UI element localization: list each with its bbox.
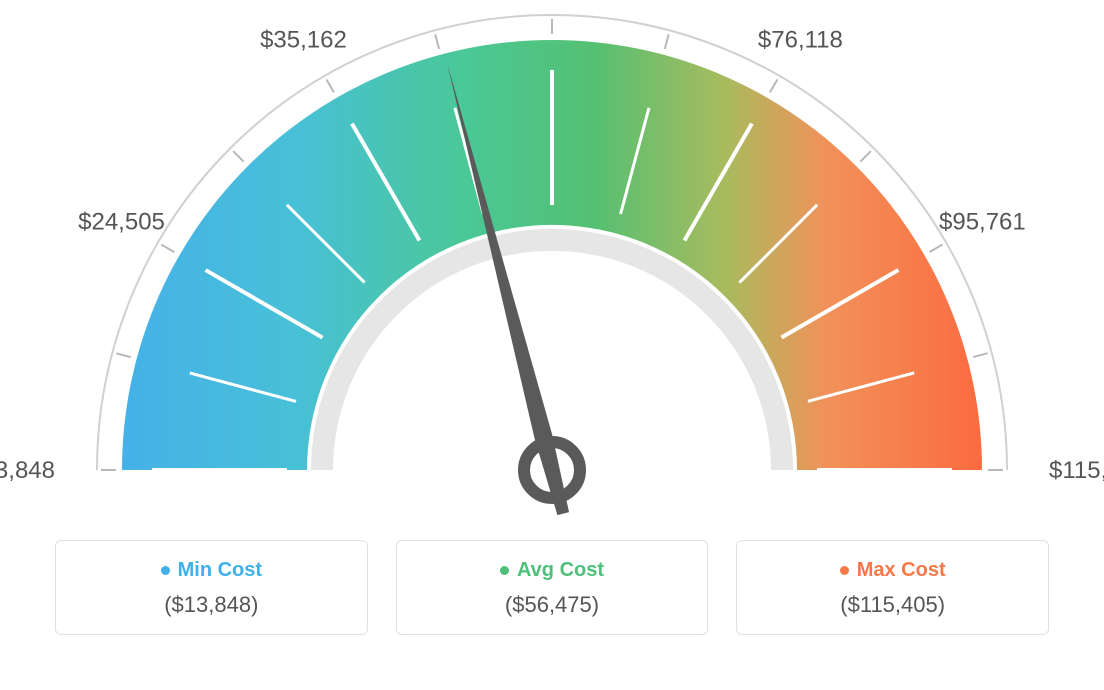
gauge-tick-label: $13,848 xyxy=(0,457,55,484)
gauge-tick-label: $95,761 xyxy=(939,208,1026,235)
legend-label: Min Cost xyxy=(178,559,262,582)
legend-head: Avg Cost xyxy=(500,559,604,582)
legend-card-min: Min Cost ($13,848) xyxy=(55,540,368,635)
gauge-outer-tick xyxy=(665,34,669,48)
gauge-tick-label: $115,405 xyxy=(1049,457,1104,484)
legend-value: ($56,475) xyxy=(505,592,599,618)
legend-row: Min Cost ($13,848) Avg Cost ($56,475) Max Co… xyxy=(0,540,1104,635)
gauge-outer-tick xyxy=(930,244,943,252)
legend-dot-icon xyxy=(500,566,509,575)
gauge-outer-tick xyxy=(973,353,987,357)
legend-card-avg: Avg Cost ($56,475) xyxy=(396,540,709,635)
legend-label: Avg Cost xyxy=(517,559,604,582)
legend-dot-icon xyxy=(161,566,170,575)
cost-gauge-chart: $13,848$24,505$35,162$56,475$76,118$95,7… xyxy=(0,0,1104,540)
gauge-outer-tick xyxy=(326,79,334,92)
gauge-tick-label: $76,118 xyxy=(758,27,843,54)
legend-value: ($115,405) xyxy=(840,592,945,618)
gauge-outer-tick xyxy=(860,151,871,162)
gauge-svg: $13,848$24,505$35,162$56,475$76,118$95,7… xyxy=(0,0,1104,540)
gauge-outer-tick xyxy=(770,79,777,92)
legend-head: Max Cost xyxy=(840,559,946,582)
legend-label: Max Cost xyxy=(857,559,946,582)
gauge-outer-tick xyxy=(435,34,439,48)
gauge-tick-label: $24,505 xyxy=(78,209,165,236)
legend-card-max: Max Cost ($115,405) xyxy=(736,540,1049,635)
gauge-outer-tick xyxy=(116,353,130,357)
legend-value: ($13,848) xyxy=(164,592,258,618)
legend-head: Min Cost xyxy=(161,559,262,582)
gauge-outer-tick xyxy=(161,245,174,252)
gauge-tick-label: $35,162 xyxy=(260,27,347,54)
legend-dot-icon xyxy=(840,566,849,575)
gauge-outer-tick xyxy=(233,151,244,162)
